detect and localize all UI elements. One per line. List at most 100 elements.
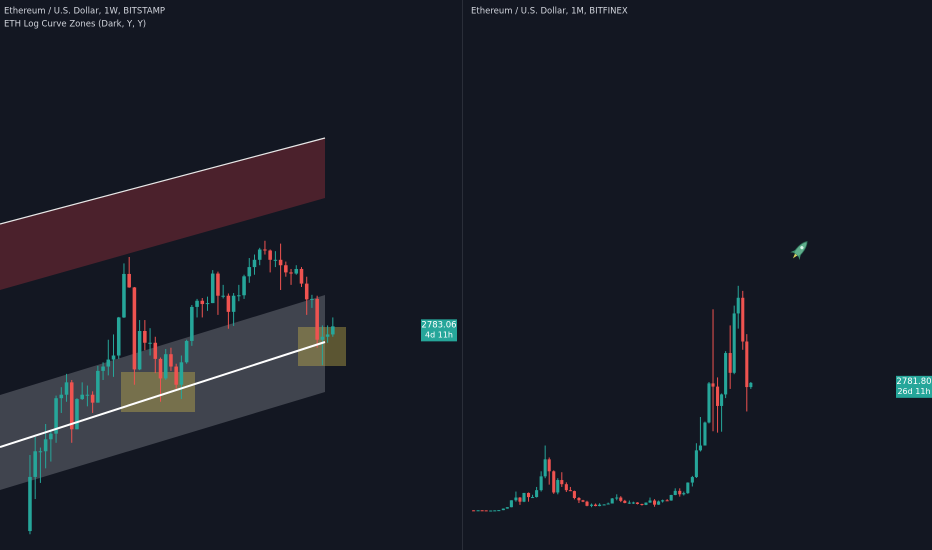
candle-body	[589, 504, 594, 506]
candle-body	[556, 480, 560, 493]
candle-body	[69, 382, 74, 430]
chart-subtitle: ETH Log Curve Zones (Dark, Y, Y)	[4, 20, 146, 30]
candle-body	[669, 495, 673, 501]
candle-body	[484, 510, 488, 512]
candle-body	[132, 287, 137, 370]
candle-body	[472, 510, 476, 512]
candle-body	[619, 497, 623, 501]
candle-body	[509, 500, 513, 508]
candle-body	[581, 500, 585, 502]
last-price-tag	[421, 319, 457, 342]
candle-body	[690, 477, 694, 483]
candle-body	[526, 492, 531, 498]
candle-body	[716, 386, 720, 406]
candle-body	[174, 366, 178, 385]
candle-body	[284, 265, 288, 273]
candle-body	[148, 342, 152, 344]
candle-body	[736, 297, 740, 314]
candle-body	[163, 354, 168, 379]
candle-body	[749, 382, 753, 388]
candle-body	[627, 502, 631, 504]
candle-body	[732, 313, 736, 373]
candle-body	[80, 394, 84, 400]
last-price-label: 2781.80	[896, 377, 931, 387]
candle-body	[489, 510, 493, 512]
candle-body	[539, 476, 543, 491]
candle-body	[289, 272, 293, 274]
candle-body	[242, 276, 246, 296]
candle-body	[644, 502, 648, 505]
candle-body	[143, 330, 147, 343]
candle-body	[531, 497, 535, 499]
candle-body	[237, 295, 241, 297]
candle-body	[210, 273, 215, 304]
candle-body	[43, 439, 48, 452]
candle-body	[221, 295, 225, 297]
candle-body	[678, 490, 682, 495]
candle-body	[598, 504, 602, 507]
candle-body	[273, 259, 278, 261]
candle-body	[518, 497, 522, 502]
candle-body	[635, 502, 639, 504]
candle-body	[535, 490, 539, 498]
candle-body	[493, 510, 497, 512]
candle-body	[268, 250, 272, 260]
candle-body	[564, 484, 568, 491]
candle-body	[190, 306, 194, 341]
candle-body	[49, 433, 53, 440]
candle-body	[673, 490, 677, 495]
candle-body	[304, 283, 309, 300]
candle-body	[711, 383, 715, 387]
candle-body	[28, 476, 32, 532]
candle-body	[560, 480, 564, 485]
candle-body	[682, 493, 686, 495]
candle-body	[741, 297, 745, 342]
candle-body	[231, 295, 236, 312]
candle-body	[299, 268, 304, 284]
candle-body	[631, 502, 635, 504]
candle-body	[90, 394, 95, 403]
candle-body	[247, 267, 252, 277]
candle-body	[501, 508, 505, 511]
rocket-icon	[790, 241, 808, 260]
candle-body	[111, 355, 116, 360]
candle-body	[615, 497, 619, 499]
candle-body	[577, 497, 581, 501]
candle-body	[64, 382, 69, 395]
candle-body	[610, 498, 614, 504]
candle-body	[522, 492, 526, 502]
candle-body	[320, 336, 325, 340]
candle-body	[686, 482, 690, 494]
countdown-label: 4d 11h	[425, 330, 453, 339]
upper-zone	[0, 138, 325, 290]
candle-body	[137, 330, 142, 370]
candle-body	[179, 362, 184, 385]
candle-body	[310, 298, 314, 300]
candle-body	[606, 503, 610, 505]
candle-body	[294, 268, 299, 274]
fair-value-line	[0, 341, 326, 448]
candle-body	[106, 359, 111, 367]
candle-body	[226, 295, 231, 312]
candle-body	[724, 353, 728, 395]
candle-body	[200, 300, 205, 305]
candle-body	[101, 366, 105, 371]
candle-body	[216, 273, 220, 296]
candle-body	[661, 500, 665, 502]
candle-body	[85, 394, 90, 396]
chart-title: Ethereum / U.S. Dollar, 1W, BITSTAMP	[4, 7, 165, 17]
candle-body	[505, 507, 509, 509]
middle-zone	[0, 295, 325, 490]
candle-body	[127, 273, 131, 288]
candle-body	[325, 334, 330, 337]
last-price-label: 2783.06	[421, 320, 456, 330]
candle-body	[116, 317, 121, 356]
candle-body	[547, 459, 551, 472]
candle-body	[480, 510, 484, 512]
candle-body	[252, 259, 257, 268]
candle-body	[623, 500, 627, 503]
